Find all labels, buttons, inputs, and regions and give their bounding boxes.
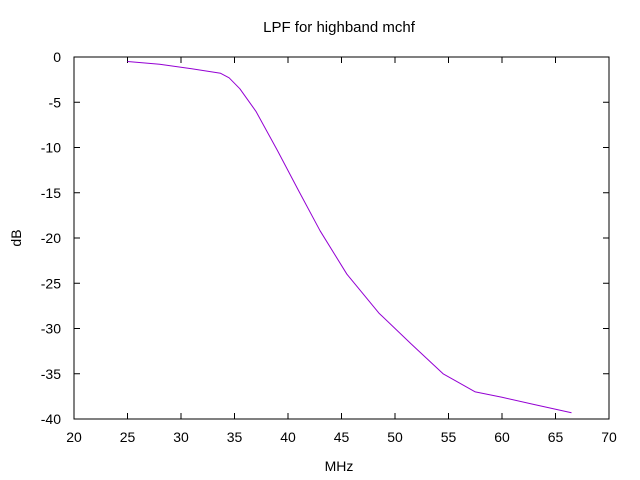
x-tick-label: 55 xyxy=(441,429,457,445)
series-layer xyxy=(127,61,572,414)
y-tick-label: 0 xyxy=(53,49,61,65)
x-tick-label: 35 xyxy=(227,429,243,445)
x-tick-label: 25 xyxy=(120,429,136,445)
chart-title: LPF for highband mchf xyxy=(263,19,416,36)
x-tick-label: 60 xyxy=(494,429,510,445)
x-tick-label: 45 xyxy=(334,429,350,445)
y-tick-label: -10 xyxy=(41,140,61,156)
x-tick-label: 70 xyxy=(601,429,617,445)
x-tick-label: 50 xyxy=(387,429,403,445)
x-tick-label: 20 xyxy=(66,429,82,445)
x-axis-label: MHz xyxy=(325,458,354,474)
x-axis: 20 25 30 35 40 45 50 55 60 65 70 xyxy=(66,57,617,445)
y-tick-label: -25 xyxy=(41,275,61,291)
y-tick-label: -5 xyxy=(49,94,62,110)
y-tick-label: -20 xyxy=(41,230,61,246)
y-tick-label: -35 xyxy=(41,366,61,382)
y-axis-label: dB xyxy=(8,229,24,246)
y-tick-label: -15 xyxy=(41,185,61,201)
y-axis: 0 -5 -10 -15 -20 -25 -30 -35 -40 xyxy=(41,49,609,427)
series-line xyxy=(127,61,572,414)
x-tick-label: 65 xyxy=(548,429,564,445)
y-tick-label: -30 xyxy=(41,321,61,337)
x-tick-label: 40 xyxy=(280,429,296,445)
x-tick-label: 30 xyxy=(173,429,189,445)
y-tick-label: -40 xyxy=(41,411,61,427)
